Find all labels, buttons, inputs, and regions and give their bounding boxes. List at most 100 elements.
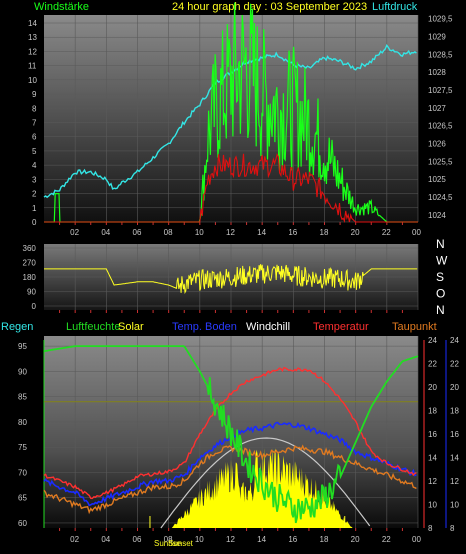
temp-tick-label: 10 [428,501,437,510]
x-tick-label: 18 [320,535,329,544]
temp-tick-label: 18 [428,407,437,416]
humidity-line [43,345,419,524]
x-tick-label: 22 [382,228,391,237]
soil-tick-label: 18 [450,407,459,416]
legend-windchill: Windchill [246,321,290,333]
temp-tick-label: 24 [428,336,437,345]
legend-luftfeuchte: Luftfeuchte [66,321,120,333]
wind-gust-line [44,153,418,224]
wind-tick-label: 3 [32,175,37,184]
humidity-tick-label: 70 [18,468,27,477]
wind-tick-label: 9 [32,90,37,99]
pressure-tick-label: 1028,5 [428,50,453,59]
wind-tick-label: 13 [28,33,37,42]
legend-temp-boden: Temp. Boden [172,321,237,333]
x-tick-label: 00 [412,228,421,237]
wind-tick-label: 6 [32,133,37,142]
direction-tick-label: 0 [32,302,37,311]
soil-tick-label: 22 [450,360,459,369]
compass-label: O [436,287,445,301]
x-tick-label: 08 [164,535,173,544]
pressure-tick-label: 1027 [428,104,446,113]
humidity-tick-label: 90 [18,367,27,376]
compass-label: S [436,270,444,284]
x-tick-label: 02 [70,535,79,544]
x-tick-label: 02 [70,228,79,237]
soil-tick-label: 24 [450,336,459,345]
x-tick-label: 22 [382,535,391,544]
wind-direction-line [44,264,418,295]
x-tick-label: 18 [320,228,329,237]
temp-tick-label: 22 [428,360,437,369]
x-tick-label: 12 [226,535,235,544]
pressure-axis-title: Luftdruck [372,1,418,13]
temp-tick-label: 20 [428,383,437,392]
sunrise-label: Sunrise [154,539,182,548]
temp-tick-label: 16 [428,430,437,439]
x-tick-label: 16 [288,535,297,544]
x-tick-label: 14 [257,228,266,237]
temperature-line [43,366,417,500]
soil-tick-label: 14 [450,454,459,463]
x-tick-label: 10 [195,535,204,544]
temp-tick-label: 12 [428,477,437,486]
pressure-tick-label: 1025,5 [428,157,453,166]
x-tick-label: 04 [101,535,110,544]
pressure-tick-label: 1024,5 [428,193,453,202]
legend-regen: Regen [1,321,33,333]
wind-tick-label: 10 [28,76,37,85]
humidity-tick-label: 65 [18,494,27,503]
x-tick-label: 06 [133,535,142,544]
compass-label: N [436,303,445,317]
wind-tick-label: 7 [32,119,37,128]
x-tick-label: 04 [101,228,110,237]
x-tick-label: 20 [351,535,360,544]
legend-taupunkt: Taupunkt [392,321,437,333]
legend-solar: Solar [118,321,144,333]
wind-tick-label: 12 [28,47,37,56]
wind-tick-label: 0 [32,218,37,227]
pressure-tick-label: 1028 [428,68,446,77]
x-tick-label: 12 [226,228,235,237]
wind-tick-label: 4 [32,161,37,170]
temp-tick-label: 8 [428,524,433,533]
pressure-tick-label: 1026,5 [428,122,453,131]
pressure-tick-label: 1026 [428,139,446,148]
wind-tick-label: 8 [32,104,37,113]
temp-tick-label: 14 [428,454,437,463]
graph-title: 24 hour graph day : 03 September 2023 [172,1,367,13]
pressure-tick-label: 1025 [428,175,446,184]
soil-tick-label: 12 [450,477,459,486]
direction-tick-label: 90 [27,288,36,297]
humidity-tick-label: 75 [18,443,27,452]
humidity-tick-label: 80 [18,418,27,427]
x-tick-label: 10 [195,228,204,237]
soil-tick-label: 16 [450,430,459,439]
direction-tick-label: 180 [23,273,37,282]
soil-tick-label: 8 [450,524,455,533]
x-tick-label: 16 [288,228,297,237]
dewpoint-line [43,444,417,515]
wind-tick-label: 14 [28,19,37,28]
x-tick-label: 14 [257,535,266,544]
compass-label: N [436,237,445,251]
humidity-tick-label: 95 [18,342,27,351]
soil-tick-label: 20 [450,383,459,392]
wind-tick-label: 1 [32,204,37,213]
wind-tick-label: 11 [28,62,37,71]
humidity-tick-label: 85 [18,393,27,402]
humidity-tick-label: 60 [18,519,27,528]
x-tick-label: 08 [164,228,173,237]
sunset-label: Sunset [168,539,194,548]
pressure-tick-label: 1027,5 [428,86,453,95]
wind-tick-label: 2 [32,190,37,199]
wind-axis-title: Windstärke [34,1,89,13]
pressure-tick-label: 1029,5 [428,15,453,24]
soil-tick-label: 10 [450,501,459,510]
x-tick-label: 20 [351,228,360,237]
pressure-tick-label: 1029 [428,32,446,41]
x-tick-label: 00 [412,535,421,544]
compass-label: W [436,254,448,268]
pressure-tick-label: 1024 [428,211,446,220]
